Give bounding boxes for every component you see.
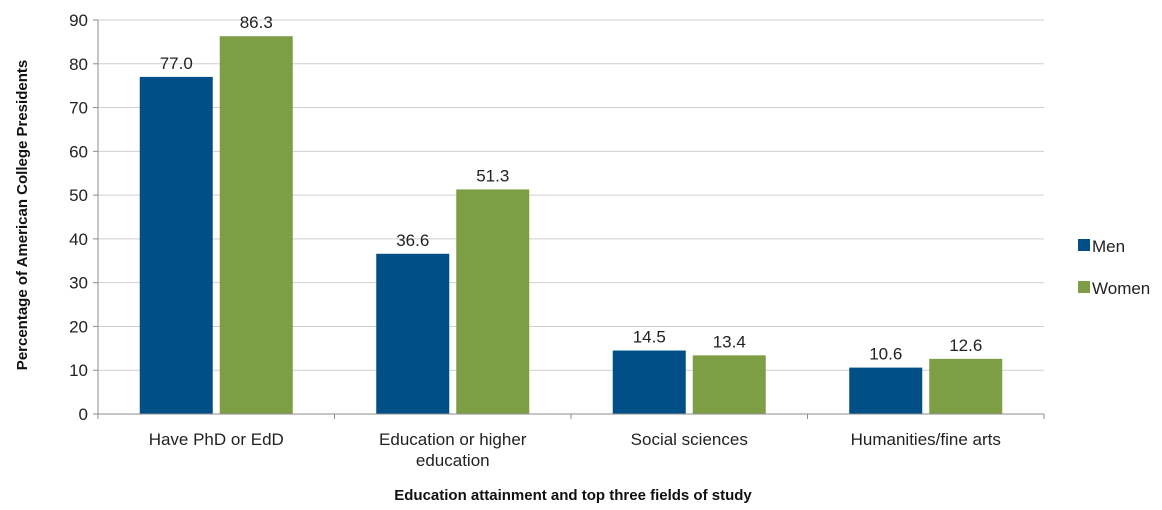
data-label-women: 12.6 xyxy=(949,336,982,355)
y-axis-title: Percentage of American College President… xyxy=(14,60,31,370)
x-category-label-line: Education or higher xyxy=(379,430,527,449)
legend-swatch-women xyxy=(1078,281,1090,293)
y-tick-label: 30 xyxy=(69,274,88,293)
bar-women xyxy=(929,358,1003,414)
y-tick-label: 20 xyxy=(69,317,88,336)
x-axis-title: Education attainment and top three field… xyxy=(394,487,752,504)
x-category-label: Humanities/fine arts xyxy=(851,430,1001,449)
y-tick-label: 60 xyxy=(69,142,88,161)
bar-women xyxy=(692,355,766,414)
y-tick-label: 0 xyxy=(79,405,88,424)
data-labels: 77.0 86.3 36.6 51.3 14.5 13.4 10.6 12.6 xyxy=(160,13,983,363)
data-label-men: 14.5 xyxy=(633,328,666,347)
x-category-label-line: Have PhD or EdD xyxy=(149,430,284,449)
data-label-men: 36.6 xyxy=(396,231,429,250)
data-label-men: 77.0 xyxy=(160,54,193,73)
x-category-label: Education or higher education xyxy=(379,430,527,470)
y-axis-ticks: 0 10 20 30 40 50 60 70 80 90 xyxy=(69,11,98,424)
legend: Men Women xyxy=(1078,237,1150,298)
bar-women xyxy=(456,189,530,414)
x-category-label-line: Humanities/fine arts xyxy=(851,430,1001,449)
y-tick-label: 50 xyxy=(69,186,88,205)
bar-women xyxy=(219,36,293,414)
bar-men xyxy=(376,253,450,414)
bar-men xyxy=(139,76,213,415)
bar-men xyxy=(849,367,923,414)
data-label-women: 13.4 xyxy=(713,332,746,351)
x-axis-categories: Have PhD or EdD Education or higher educat… xyxy=(149,430,1001,470)
x-category-label: Have PhD or EdD xyxy=(149,430,284,449)
bar-men xyxy=(612,350,686,414)
legend-label-women: Women xyxy=(1092,279,1150,298)
legend-label-men: Men xyxy=(1092,237,1125,256)
y-tick-label: 10 xyxy=(69,361,88,380)
x-category-label: Social sciences xyxy=(631,430,748,449)
x-category-label-line: Social sciences xyxy=(631,430,748,449)
axes xyxy=(97,20,1045,419)
data-label-women: 51.3 xyxy=(476,166,509,185)
y-tick-label: 80 xyxy=(69,55,88,74)
data-label-women: 86.3 xyxy=(240,13,273,32)
y-tick-label: 90 xyxy=(69,11,88,30)
y-tick-label: 40 xyxy=(69,230,88,249)
bars xyxy=(139,36,1003,415)
data-label-men: 10.6 xyxy=(869,345,902,364)
x-category-label-line: education xyxy=(416,451,490,470)
y-tick-label: 70 xyxy=(69,99,88,118)
legend-swatch-men xyxy=(1078,239,1090,251)
